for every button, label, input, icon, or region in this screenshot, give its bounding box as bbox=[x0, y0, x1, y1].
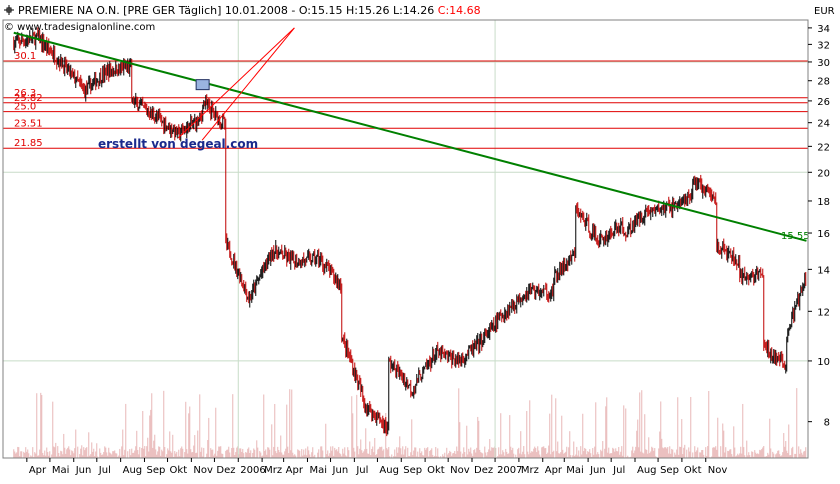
plot-frame bbox=[2, 19, 809, 459]
x-tick-label: Mrz bbox=[264, 465, 282, 476]
y-tick-label: 30 bbox=[817, 58, 830, 69]
y-tick-label: 28 bbox=[817, 77, 830, 88]
y-tick-label: 16 bbox=[817, 229, 830, 240]
y-tick-label: 34 bbox=[817, 24, 830, 35]
x-tick-label: Mai bbox=[309, 465, 327, 476]
chart-header: PREMIERE NA O.N. [PRE GER Täglich] 10.01… bbox=[4, 4, 835, 33]
currency-label: EUR bbox=[814, 6, 835, 17]
x-tick-label: Jun bbox=[589, 465, 606, 476]
y-tick-label: 20 bbox=[817, 168, 830, 179]
trendline bbox=[13, 31, 807, 242]
x-tick-label: Okt bbox=[684, 465, 702, 476]
y-tick-label: 32 bbox=[817, 40, 830, 51]
x-tick-label: Aug bbox=[379, 465, 399, 476]
y-tick-label: 8 bbox=[824, 418, 830, 429]
copyright-text: © www.tradesignalonline.com bbox=[4, 22, 155, 33]
level-label: 30.1 bbox=[14, 51, 36, 62]
volume-bars bbox=[13, 388, 807, 458]
x-tick-label: 2007 bbox=[497, 465, 522, 476]
y-tick-label: 22 bbox=[817, 142, 830, 153]
crosshair-icon bbox=[4, 5, 14, 15]
x-tick-label: Nov bbox=[708, 465, 728, 476]
y-tick-label: 10 bbox=[817, 357, 830, 368]
x-tick-label: Apr bbox=[545, 465, 563, 476]
x-tick-label: Okt bbox=[170, 465, 188, 476]
channel-line bbox=[177, 27, 295, 139]
level-label: 25.82 bbox=[14, 93, 43, 104]
trendline-label: 15.55 bbox=[781, 231, 810, 242]
level-label: 23.51 bbox=[14, 118, 43, 129]
x-tick-label: Apr bbox=[286, 465, 304, 476]
channel-line bbox=[201, 27, 295, 141]
chart-title: PREMIERE NA O.N. [PRE GER Täglich] 10.01… bbox=[18, 4, 481, 17]
x-tick-label: Jul bbox=[612, 465, 625, 476]
x-tick-label: Apr bbox=[29, 465, 47, 476]
x-tick-label: Sep bbox=[403, 465, 422, 476]
x-tick-label: Dez bbox=[216, 465, 235, 476]
x-tick-label: Jul bbox=[355, 465, 368, 476]
x-tick-label: Aug bbox=[637, 465, 657, 476]
level-label: 26.3 bbox=[14, 88, 36, 99]
y-tick-label: 26 bbox=[817, 97, 830, 108]
x-tick-label: Mai bbox=[52, 465, 70, 476]
x-tick-label: Aug bbox=[123, 465, 143, 476]
close-value: C:14.68 bbox=[438, 4, 481, 17]
y-tick-label: 14 bbox=[817, 265, 830, 276]
x-tick-label: Nov bbox=[450, 465, 470, 476]
watermark-text: erstellt von degeal.com bbox=[98, 137, 258, 151]
y-tick-label: 12 bbox=[817, 307, 830, 318]
x-tick-label: Okt bbox=[427, 465, 445, 476]
candles bbox=[13, 27, 807, 437]
x-tick-label: Jun bbox=[332, 465, 349, 476]
grid bbox=[3, 20, 808, 458]
level-label: 21.85 bbox=[14, 138, 43, 149]
x-tick-label: Mrz bbox=[521, 465, 539, 476]
y-tick-label: 24 bbox=[817, 119, 830, 130]
x-tick-label: Jul bbox=[98, 465, 111, 476]
marker-box bbox=[195, 79, 210, 91]
y-tick-label: 18 bbox=[817, 197, 830, 208]
x-tick-label: Dez bbox=[474, 465, 493, 476]
x-tick-label: Jun bbox=[75, 465, 92, 476]
x-tick-label: Sep bbox=[146, 465, 165, 476]
x-tick-label: Mai bbox=[566, 465, 584, 476]
trend-lines: 15.55 bbox=[13, 27, 810, 242]
x-tick-label: Nov bbox=[193, 465, 213, 476]
x-tick-label: 2006 bbox=[240, 465, 265, 476]
x-tick-label: Sep bbox=[660, 465, 679, 476]
level-label: 25.0 bbox=[14, 102, 36, 113]
